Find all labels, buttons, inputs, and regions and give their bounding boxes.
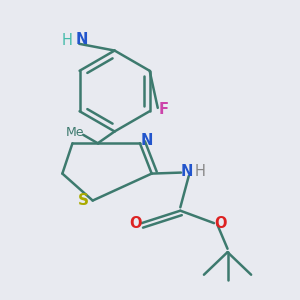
Text: F: F bbox=[158, 102, 169, 117]
Text: N: N bbox=[181, 164, 193, 179]
Text: Me: Me bbox=[66, 126, 84, 139]
Text: N: N bbox=[141, 133, 154, 148]
Text: O: O bbox=[129, 216, 142, 231]
Text: H: H bbox=[62, 33, 73, 48]
Text: S: S bbox=[78, 193, 89, 208]
Text: H: H bbox=[194, 164, 205, 179]
Text: O: O bbox=[214, 216, 226, 231]
Text: N: N bbox=[76, 32, 88, 47]
